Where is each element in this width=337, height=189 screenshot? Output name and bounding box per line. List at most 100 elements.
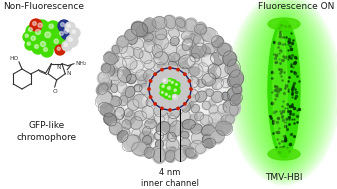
Ellipse shape [143,126,151,136]
Ellipse shape [144,138,152,146]
Ellipse shape [191,124,202,134]
Ellipse shape [174,110,179,116]
Ellipse shape [141,124,153,134]
Circle shape [64,29,68,33]
Circle shape [54,39,59,43]
Circle shape [43,48,48,51]
Ellipse shape [202,101,211,110]
Circle shape [69,38,72,41]
Circle shape [164,80,165,81]
Ellipse shape [100,103,113,116]
Circle shape [149,80,152,82]
Ellipse shape [163,132,172,140]
Ellipse shape [176,44,190,58]
Ellipse shape [140,84,153,95]
Ellipse shape [171,99,180,109]
Ellipse shape [180,127,189,136]
Ellipse shape [176,68,184,76]
Ellipse shape [140,143,151,153]
Ellipse shape [176,49,186,62]
Ellipse shape [214,111,221,118]
Ellipse shape [154,114,164,124]
Ellipse shape [209,105,218,114]
Ellipse shape [158,79,166,88]
Ellipse shape [101,63,111,73]
Ellipse shape [171,97,182,107]
Ellipse shape [124,109,132,117]
Circle shape [72,30,75,33]
Ellipse shape [169,124,176,133]
Ellipse shape [135,87,142,92]
Ellipse shape [197,79,206,87]
Ellipse shape [125,29,136,40]
Circle shape [169,109,171,111]
Ellipse shape [193,35,204,47]
Ellipse shape [222,108,227,115]
Ellipse shape [170,75,175,81]
Circle shape [170,80,177,87]
Ellipse shape [169,121,183,136]
Ellipse shape [183,36,191,43]
Ellipse shape [191,121,197,126]
Ellipse shape [190,140,204,153]
Ellipse shape [99,82,106,90]
Ellipse shape [110,112,122,127]
Circle shape [61,26,75,40]
Ellipse shape [268,20,300,158]
Ellipse shape [116,41,127,54]
Circle shape [171,81,173,83]
Ellipse shape [241,2,327,176]
Ellipse shape [191,132,204,144]
Circle shape [162,85,164,87]
Circle shape [98,17,242,161]
Ellipse shape [232,83,242,95]
Ellipse shape [147,105,155,113]
Text: HO: HO [9,56,18,61]
Ellipse shape [182,102,189,110]
Ellipse shape [143,95,156,107]
Ellipse shape [144,33,153,41]
Ellipse shape [106,116,116,126]
Ellipse shape [252,9,316,169]
Ellipse shape [232,0,336,182]
Ellipse shape [214,38,225,48]
Ellipse shape [264,17,305,161]
Ellipse shape [131,38,144,49]
Ellipse shape [181,102,190,112]
Ellipse shape [180,131,189,138]
Ellipse shape [96,82,110,96]
Ellipse shape [216,64,230,77]
Ellipse shape [152,45,163,58]
Ellipse shape [203,28,216,42]
Ellipse shape [147,116,154,124]
Ellipse shape [175,17,186,29]
Ellipse shape [118,128,123,134]
Ellipse shape [200,46,211,57]
Ellipse shape [143,29,154,42]
Ellipse shape [223,52,237,65]
Circle shape [148,88,150,90]
Circle shape [32,26,48,42]
Circle shape [60,32,63,35]
Ellipse shape [239,1,329,177]
Ellipse shape [130,61,144,73]
Ellipse shape [203,44,215,54]
Ellipse shape [119,53,129,64]
Ellipse shape [144,70,156,83]
Ellipse shape [175,70,185,82]
Ellipse shape [208,107,221,122]
Ellipse shape [195,112,204,121]
Ellipse shape [152,146,164,157]
Ellipse shape [118,36,129,47]
Ellipse shape [126,135,141,148]
Circle shape [61,22,64,26]
Ellipse shape [254,11,313,167]
Ellipse shape [97,92,111,107]
Ellipse shape [155,140,164,148]
Ellipse shape [181,66,189,76]
Ellipse shape [157,89,162,95]
Circle shape [64,43,67,46]
Ellipse shape [135,70,147,81]
Ellipse shape [132,128,140,139]
Ellipse shape [237,0,332,179]
